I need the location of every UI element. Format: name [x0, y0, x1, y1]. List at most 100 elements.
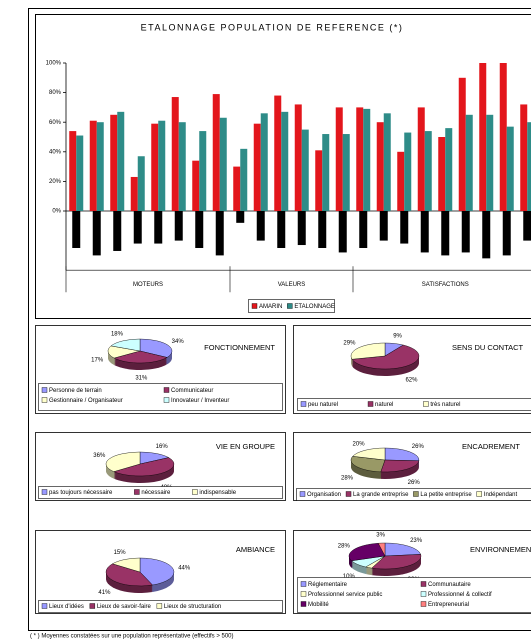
- bar: [404, 132, 412, 211]
- legend-label: AMARIN: [259, 304, 282, 310]
- bar: [274, 95, 282, 211]
- bar: [359, 211, 368, 248]
- legend-swatch: [134, 489, 140, 495]
- pie-value-label: 41%: [98, 590, 111, 596]
- bar: [215, 211, 224, 256]
- group-label: MOTEURS: [133, 282, 163, 288]
- pie-value-label: 36%: [93, 453, 106, 459]
- bar: [277, 211, 286, 248]
- pie-slice: [111, 557, 141, 573]
- bar: [356, 107, 364, 211]
- pie-value-label: 28%: [338, 543, 351, 549]
- pie-value-label: 18%: [111, 332, 124, 338]
- legend-swatch: [287, 303, 293, 309]
- bar: [192, 160, 200, 211]
- legend-swatch: [251, 303, 258, 309]
- legend-label: indispensable: [199, 490, 236, 496]
- bar: [199, 131, 207, 211]
- bar: [130, 176, 138, 211]
- legend-swatch: [300, 401, 307, 407]
- pie-value-label: 31%: [135, 376, 148, 382]
- bar: [253, 123, 261, 211]
- legend-label: nécessaire: [141, 490, 171, 496]
- legend-label: pas toujours nécessaire: [49, 490, 113, 496]
- y-tick-label: 80%: [49, 90, 62, 96]
- pie-value-label: 29%: [343, 341, 356, 347]
- bar: [260, 113, 268, 211]
- bar: [482, 211, 491, 259]
- bar: [117, 111, 125, 211]
- bar: [236, 211, 245, 223]
- pie-slice: [105, 451, 141, 472]
- legend-label: Communicateur: [171, 388, 213, 394]
- legend-label: Organisation: [307, 492, 341, 498]
- bar: [417, 107, 425, 211]
- bar: [256, 211, 265, 241]
- legend-swatch: [300, 581, 307, 587]
- legend-label: Lieux de savoir-faire: [97, 604, 152, 610]
- pie-slice: [350, 342, 386, 360]
- legend-swatch: [192, 489, 198, 495]
- pie-slice: [113, 457, 175, 477]
- bar: [69, 131, 77, 211]
- pie-slice: [113, 350, 168, 364]
- legend-label: Lieux d'idées: [49, 604, 84, 610]
- bar: [322, 134, 330, 211]
- bar: [151, 123, 159, 211]
- legend-label: Personne de terrain: [49, 388, 102, 394]
- pie-value-label: 34%: [172, 339, 185, 345]
- legend-label: Professionnel & collectif: [428, 592, 492, 598]
- legend-label: très naturel: [430, 402, 460, 408]
- bar: [502, 211, 511, 256]
- pie-value-label: 28%: [341, 475, 354, 481]
- bar: [178, 122, 186, 211]
- legend-box: [38, 486, 283, 499]
- legend-swatch: [413, 491, 419, 497]
- legend-label: Réglementaire: [308, 582, 348, 588]
- pie-value-label: 17%: [91, 357, 104, 363]
- pie-slice: [384, 447, 420, 461]
- pie-slice: [110, 338, 141, 352]
- pie-slice: [105, 563, 153, 587]
- pie-value-label: 15%: [114, 550, 127, 556]
- y-tick-label: 20%: [49, 179, 62, 185]
- bar: [499, 63, 507, 211]
- legend-swatch: [345, 491, 352, 497]
- legend-label: Indépendant: [484, 492, 518, 498]
- bar: [461, 211, 470, 253]
- legend-label: Gestionnaire / Organisateur: [49, 398, 123, 404]
- pie-value-label: 10%: [343, 574, 356, 580]
- bar: [527, 122, 531, 211]
- pie-title: FONCTIONNEMENT: [204, 343, 275, 352]
- legend-swatch: [476, 491, 482, 497]
- bar: [506, 126, 514, 211]
- legend-swatch: [300, 591, 307, 597]
- group-label: VALEURS: [278, 282, 306, 288]
- pie-slice: [351, 344, 420, 370]
- pie-title: SENS DU CONTACT: [452, 343, 524, 352]
- pie-value-label: 20%: [353, 441, 366, 447]
- bar: [240, 148, 248, 211]
- bar: [458, 77, 466, 211]
- bar: [154, 211, 163, 244]
- bar: [281, 111, 289, 211]
- bar: [301, 129, 309, 211]
- pie-value-label: 62%: [405, 378, 418, 384]
- legend-box: [297, 398, 531, 411]
- footnote: ( * ) Moyennes constatées sur une popula…: [30, 634, 234, 640]
- pie-title: ENCADREMENT: [462, 442, 520, 451]
- bar: [158, 120, 166, 211]
- bar: [424, 131, 432, 211]
- legend-swatch: [156, 603, 163, 609]
- legend-swatch: [163, 387, 170, 393]
- legend-label: Innovateur / Inventeur: [171, 398, 229, 404]
- legend-swatch: [41, 397, 48, 403]
- bar: [137, 156, 145, 211]
- bar: [297, 211, 306, 246]
- legend-swatch: [420, 601, 427, 607]
- legend-label: La petite entreprise: [420, 492, 472, 498]
- pie-title: AMBIANCE: [236, 545, 275, 554]
- bar: [171, 97, 179, 211]
